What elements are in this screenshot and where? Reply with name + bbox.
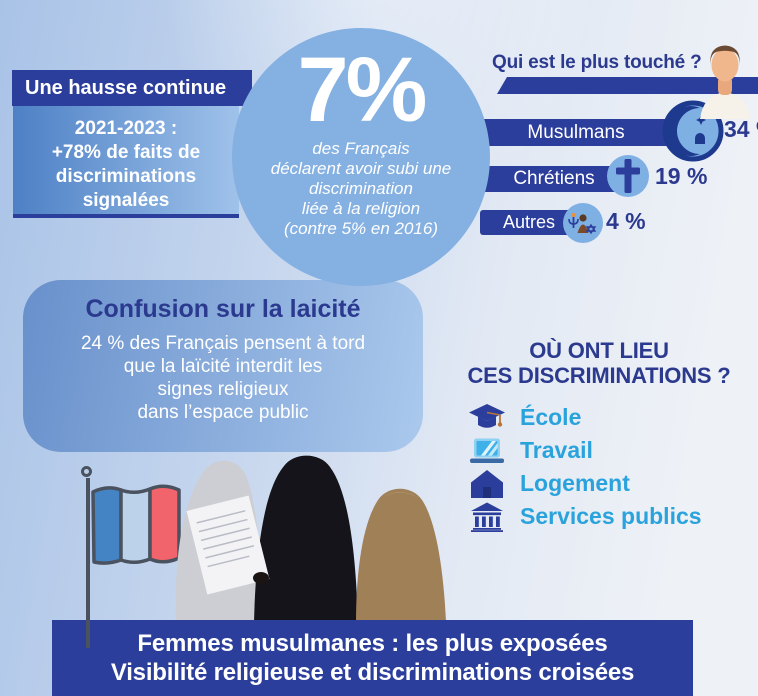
flag-pole (86, 478, 90, 648)
section-title-touche: Qui est le plus touché ? (492, 52, 702, 73)
list-item-services: Services publics (440, 500, 758, 533)
lieux-list: École Travail (440, 401, 758, 533)
value-autres: 4 % (606, 208, 646, 234)
rise-line: +78% de faits de (51, 142, 201, 163)
rise-header: Une hausse continue (12, 70, 252, 106)
value-chretiens: 19 % (655, 163, 708, 189)
headline-stat-circle: 7% des Français déclarent avoir subi une… (232, 28, 490, 286)
rise-line: signalées (82, 190, 170, 211)
confusion-body: 24 % des Français pensent à tord que la … (80, 333, 366, 423)
list-item-logement: Logement (440, 467, 758, 500)
rise-line: 2021-2023 : (74, 118, 178, 139)
rise-header-label: Une hausse continue (25, 77, 227, 99)
laptop-icon (466, 437, 508, 465)
cross-icon (606, 154, 650, 198)
lieux-label: Logement (520, 470, 630, 496)
confusion-title: Confusion sur la laicité (85, 295, 361, 323)
headline-stat-value: 7% (297, 39, 428, 141)
lieux-label: Travail (520, 437, 593, 463)
value-musulmans: 34 % (724, 116, 758, 142)
bank-icon (466, 502, 508, 532)
banner-line: Femmes musulmanes : les plus exposées (137, 630, 608, 657)
list-item-travail: Travail (440, 434, 758, 467)
french-flag-icon (90, 482, 185, 570)
bar-musulmans: Musulmans (470, 119, 682, 146)
muslim-women-photo (158, 442, 478, 622)
person-icon (696, 42, 754, 119)
list-item-ecole: École (440, 401, 758, 434)
banner-line: Visibilité religieuse et discriminations… (110, 659, 635, 686)
multi-faith-icon (562, 202, 604, 244)
flag-pole-ring (81, 466, 92, 477)
rise-stat-box: 2021-2023 : +78% de faits de discriminat… (13, 106, 239, 218)
lieux-section: OÙ ONT LIEU CES DISCRIMINATIONS ? École (440, 338, 758, 533)
bottom-banner: Femmes musulmanes : les plus exposées Vi… (52, 620, 693, 696)
lieux-title: OÙ ONT LIEU CES DISCRIMINATIONS ? (467, 338, 731, 388)
rise-line: discriminations (55, 166, 197, 187)
house-icon (466, 469, 508, 499)
graduation-cap-icon (466, 403, 508, 433)
lieux-label: Services publics (520, 503, 702, 529)
lieux-label: École (520, 404, 582, 430)
headline-stat-text: des Français déclarent avoir subi une di… (270, 139, 452, 238)
confusion-card: Confusion sur la laicité 24 % des França… (23, 280, 423, 452)
